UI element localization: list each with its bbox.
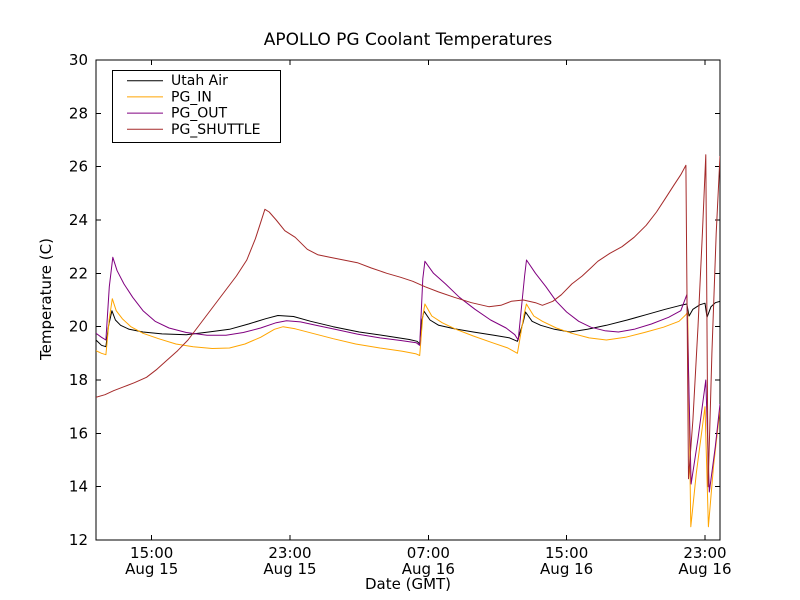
legend-label: Utah Air <box>171 73 228 89</box>
y-tick-label: 16 <box>69 424 88 442</box>
x-tick-label-time: 23:00 <box>683 544 726 562</box>
series-line-pg-out <box>96 256 720 493</box>
y-tick-label: 24 <box>69 211 88 229</box>
y-tick-label: 28 <box>69 104 88 122</box>
x-tick-label-time: 15:00 <box>545 544 588 562</box>
series-group <box>96 154 720 528</box>
legend-label: PG_IN <box>171 89 212 105</box>
y-tick-label: 14 <box>69 478 88 496</box>
x-tick-label-date: Aug 16 <box>540 560 593 578</box>
y-tick-label: 20 <box>69 318 88 336</box>
chart-title: APOLLO PG Coolant Temperatures <box>264 30 553 50</box>
y-tick-label: 12 <box>69 531 88 549</box>
x-tick-label-time: 15:00 <box>130 544 173 562</box>
legend-label: PG_OUT <box>171 106 228 122</box>
legend-box <box>112 70 281 143</box>
y-tick-label: 30 <box>69 51 88 69</box>
x-tick-label-date: Aug 15 <box>263 560 316 578</box>
x-tick-label-date: Aug 15 <box>125 560 178 578</box>
legend-label: PG_SHUTTLE <box>171 122 260 138</box>
y-tick-label: 18 <box>69 371 88 389</box>
x-axis-label: Date (GMT) <box>365 575 451 593</box>
series-line-utah-air <box>96 300 720 348</box>
series-line-pg-shuttle <box>96 154 720 488</box>
x-tick-label-date: Aug 16 <box>402 560 455 578</box>
series-line-pg-in <box>96 298 720 528</box>
x-tick-label-date: Aug 16 <box>678 560 731 578</box>
x-tick-label-time: 23:00 <box>268 544 311 562</box>
y-tick-label: 26 <box>69 158 88 176</box>
x-tick-label-time: 07:00 <box>407 544 450 562</box>
y-axis-label: Temperature (C) <box>37 238 55 361</box>
y-tick-label: 22 <box>69 264 88 282</box>
